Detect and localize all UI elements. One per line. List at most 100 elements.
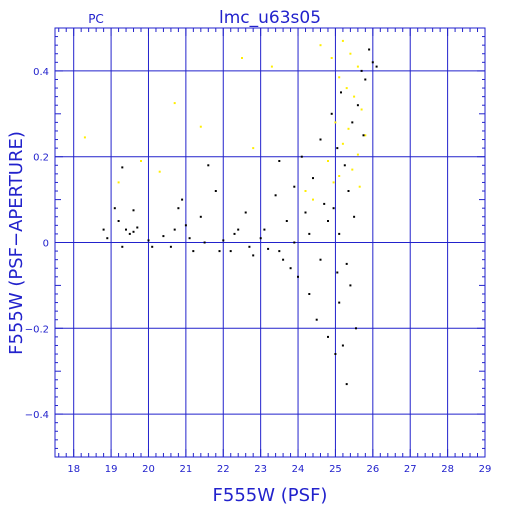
x-tick-label: 24: [292, 464, 305, 475]
data-point: [368, 48, 371, 51]
data-point: [140, 160, 142, 162]
data-point: [117, 220, 120, 222]
data-point: [293, 185, 296, 188]
y-tick-label: −0.4: [25, 410, 49, 421]
x-tick-label: 21: [180, 464, 193, 475]
data-point: [132, 209, 135, 212]
data-point: [345, 262, 348, 265]
data-point: [151, 245, 154, 248]
data-point: [330, 112, 333, 115]
x-tick-label: 22: [217, 464, 230, 475]
data-point: [347, 190, 350, 192]
data-point: [177, 207, 180, 210]
x-axis-label: F555W (PSF): [213, 485, 328, 506]
data-point: [351, 168, 354, 171]
data-point: [297, 275, 299, 278]
data-point: [334, 353, 337, 355]
data-point: [282, 258, 285, 261]
y-tick-label: −0.2: [25, 324, 49, 335]
data-point: [312, 198, 314, 201]
data-point: [278, 160, 281, 162]
data-point: [312, 177, 314, 180]
data-point: [270, 65, 273, 68]
data-point: [173, 228, 176, 231]
data-point: [267, 247, 270, 250]
x-tick-label: 18: [67, 464, 80, 475]
data-point: [136, 226, 139, 229]
data-point: [349, 284, 352, 287]
data-point: [248, 245, 251, 248]
data-point: [341, 39, 344, 42]
data-point: [336, 147, 339, 150]
data-point: [304, 190, 307, 192]
data-point: [214, 190, 217, 192]
data-point: [252, 147, 255, 150]
x-tick-label: 27: [404, 464, 417, 475]
data-point: [347, 127, 350, 130]
data-point: [293, 241, 296, 244]
data-point: [188, 237, 191, 240]
data-point: [169, 245, 172, 248]
data-point: [147, 239, 150, 242]
data-point: [233, 232, 236, 235]
data-point: [199, 215, 202, 218]
x-tick-label: 29: [479, 464, 492, 475]
data-point: [278, 250, 281, 253]
data-point: [132, 230, 135, 233]
data-point: [308, 293, 311, 295]
data-point: [263, 228, 266, 231]
data-point: [184, 224, 187, 227]
data-point: [207, 164, 210, 167]
data-point: [252, 254, 255, 257]
data-point: [229, 250, 232, 253]
data-point: [375, 65, 378, 68]
data-point: [319, 44, 322, 47]
tick-labels: 18 19 20 21 22 23 24 25 26 27 28 29 0.4 0.2 0 −0.2 −0.4: [25, 67, 492, 475]
data-point: [274, 194, 277, 197]
data-point: [222, 239, 225, 242]
data-point: [304, 211, 307, 214]
data-point: [349, 52, 352, 55]
data-point: [244, 211, 247, 214]
data-point: [345, 87, 348, 90]
data-point: [285, 220, 288, 222]
data-point: [289, 267, 292, 270]
data-point: [334, 121, 337, 124]
data-point: [237, 228, 240, 231]
data-point: [340, 91, 342, 94]
data-point: [121, 245, 124, 248]
data-point: [199, 125, 202, 128]
data-point: [364, 78, 367, 81]
x-tick-label: 25: [329, 464, 342, 475]
data-point: [158, 170, 161, 173]
x-tick-label: 28: [441, 464, 454, 475]
data-point: [360, 108, 363, 111]
data-point: [83, 136, 86, 139]
data-point: [355, 327, 357, 330]
data-point: [173, 102, 176, 105]
data-point: [113, 207, 116, 210]
y-tick-label: 0.4: [33, 67, 49, 78]
data-point: [345, 383, 348, 386]
data-point: [192, 250, 195, 253]
data-point: [356, 104, 359, 107]
x-tick-label: 19: [105, 464, 118, 475]
data-point: [341, 142, 344, 145]
data-point: [353, 215, 356, 218]
y-tick-label: 0.2: [33, 153, 49, 164]
data-point: [356, 65, 359, 68]
data-point: [117, 181, 120, 184]
data-point: [338, 76, 341, 79]
grid-lines: [55, 28, 485, 457]
data-point: [362, 134, 365, 137]
data-point: [121, 166, 124, 169]
data-point: [356, 153, 359, 156]
chart-title: lmc_u63s05: [219, 8, 321, 28]
data-points: [83, 39, 378, 386]
data-point: [259, 237, 262, 240]
x-tick-label: 26: [366, 464, 379, 475]
data-point: [351, 121, 354, 124]
data-point: [162, 235, 165, 238]
